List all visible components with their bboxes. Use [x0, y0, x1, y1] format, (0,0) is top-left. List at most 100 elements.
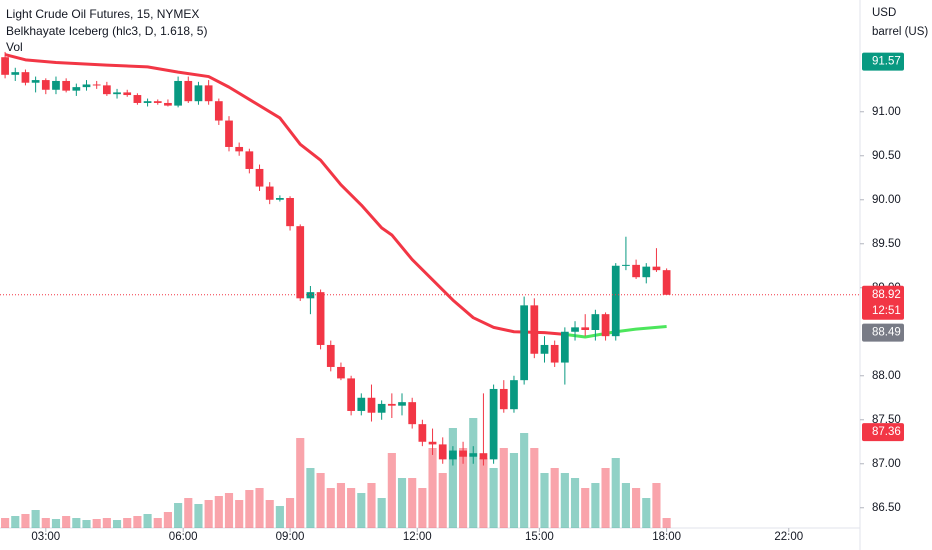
volume-bar	[652, 483, 661, 528]
volume-bar	[367, 483, 376, 528]
candle-body	[550, 344, 559, 363]
candle-body	[560, 331, 569, 363]
candle-body	[214, 101, 223, 121]
candle-body	[530, 305, 539, 354]
candle-body	[62, 80, 71, 91]
candle-body	[194, 85, 203, 102]
volume-bar	[285, 498, 295, 528]
last-price-label: 88.92	[872, 289, 901, 301]
volume-bar	[21, 514, 30, 528]
candle-body	[449, 450, 457, 460]
candle-body	[510, 380, 518, 410]
candle-body	[245, 151, 254, 169]
y-tick-label: 87.00	[872, 458, 901, 470]
volume-bar	[174, 503, 183, 528]
volume-bar	[82, 520, 91, 528]
volume-bar	[235, 500, 244, 528]
candle-body	[41, 80, 50, 90]
volume-bar	[621, 483, 630, 528]
candle-body	[102, 85, 111, 95]
volume-bar	[92, 519, 101, 528]
candle-body	[235, 146, 244, 152]
unit-label: barrel (US)	[872, 26, 928, 38]
volume-bar	[357, 493, 366, 528]
candle-body	[398, 402, 406, 406]
price-tag-label: 87.36	[872, 426, 901, 438]
volume-bar	[347, 488, 356, 528]
candle-body	[428, 441, 437, 445]
volume-bar	[560, 473, 569, 528]
candle-body	[622, 264, 630, 266]
volume-bar	[336, 483, 346, 528]
candle-body	[21, 72, 30, 83]
volume-bar	[275, 506, 284, 528]
candle-body	[611, 265, 620, 337]
volume-bar	[153, 518, 162, 528]
candle-body	[92, 84, 101, 86]
price-tag	[862, 323, 904, 342]
candle-body	[418, 424, 427, 442]
x-tick-label: 03:00	[31, 531, 60, 543]
y-tick-label: 88.00	[872, 370, 901, 382]
candle-body	[276, 198, 284, 200]
x-tick-label: 06:00	[169, 531, 198, 543]
candle-body	[72, 87, 81, 91]
volume-bar	[112, 520, 122, 528]
candle-body	[316, 292, 325, 345]
candle-body	[387, 403, 396, 406]
currency-label: USD	[872, 7, 896, 19]
candle-body	[438, 444, 447, 460]
volume-bar	[397, 478, 407, 528]
candle-body	[52, 80, 60, 90]
candle-body	[581, 327, 590, 330]
x-tick-label: 18:00	[652, 531, 681, 543]
candle-body	[479, 453, 488, 460]
volume-bar	[459, 448, 468, 528]
candle-body	[133, 95, 142, 103]
candle-body	[174, 80, 182, 106]
volume-bar	[581, 488, 590, 528]
volume-bar	[194, 504, 203, 528]
candle-body	[469, 453, 478, 457]
candle-body	[265, 186, 274, 200]
candle-body	[662, 270, 671, 295]
volume-bar	[224, 493, 234, 528]
volume-bar	[509, 453, 519, 528]
candle-body	[225, 120, 233, 147]
x-tick-label: 15:00	[525, 531, 554, 543]
volume-bar	[642, 498, 651, 528]
candle-body	[204, 85, 213, 102]
volume-bar	[601, 468, 610, 528]
y-tick-label: 91.00	[872, 106, 901, 118]
volume-bar	[11, 516, 20, 528]
volume-bar	[62, 516, 71, 528]
volume-bar	[31, 510, 40, 528]
volume-bar	[469, 418, 478, 528]
volume-bar	[204, 500, 213, 528]
candle-body	[164, 102, 172, 106]
candle-body	[11, 72, 20, 75]
volume-bar	[438, 473, 447, 528]
candle-body	[591, 314, 600, 330]
volume-bar	[133, 516, 142, 528]
candle-body	[642, 266, 651, 278]
candle-body	[306, 292, 315, 299]
candle-body	[296, 226, 305, 299]
countdown: 12:51	[872, 305, 901, 317]
volume-bar	[102, 518, 111, 528]
candle-body	[489, 388, 498, 460]
volume-bar	[387, 453, 396, 528]
candle-body	[652, 266, 661, 271]
y-tick-label: 86.50	[872, 502, 901, 514]
volume-bar	[265, 500, 274, 528]
volume-bar	[662, 518, 671, 528]
volume-bar	[428, 448, 437, 528]
candle-body	[123, 92, 132, 96]
volume-bar	[448, 428, 457, 528]
indicator-label: Belkhayate Iceberg (hlc3, D, 1.618, 5)	[6, 24, 207, 38]
volume-bar	[296, 438, 305, 528]
volume-bar	[72, 518, 81, 528]
price-tag	[862, 423, 904, 442]
volume-bar	[550, 468, 559, 528]
y-tick-label: 87.50	[872, 414, 901, 426]
